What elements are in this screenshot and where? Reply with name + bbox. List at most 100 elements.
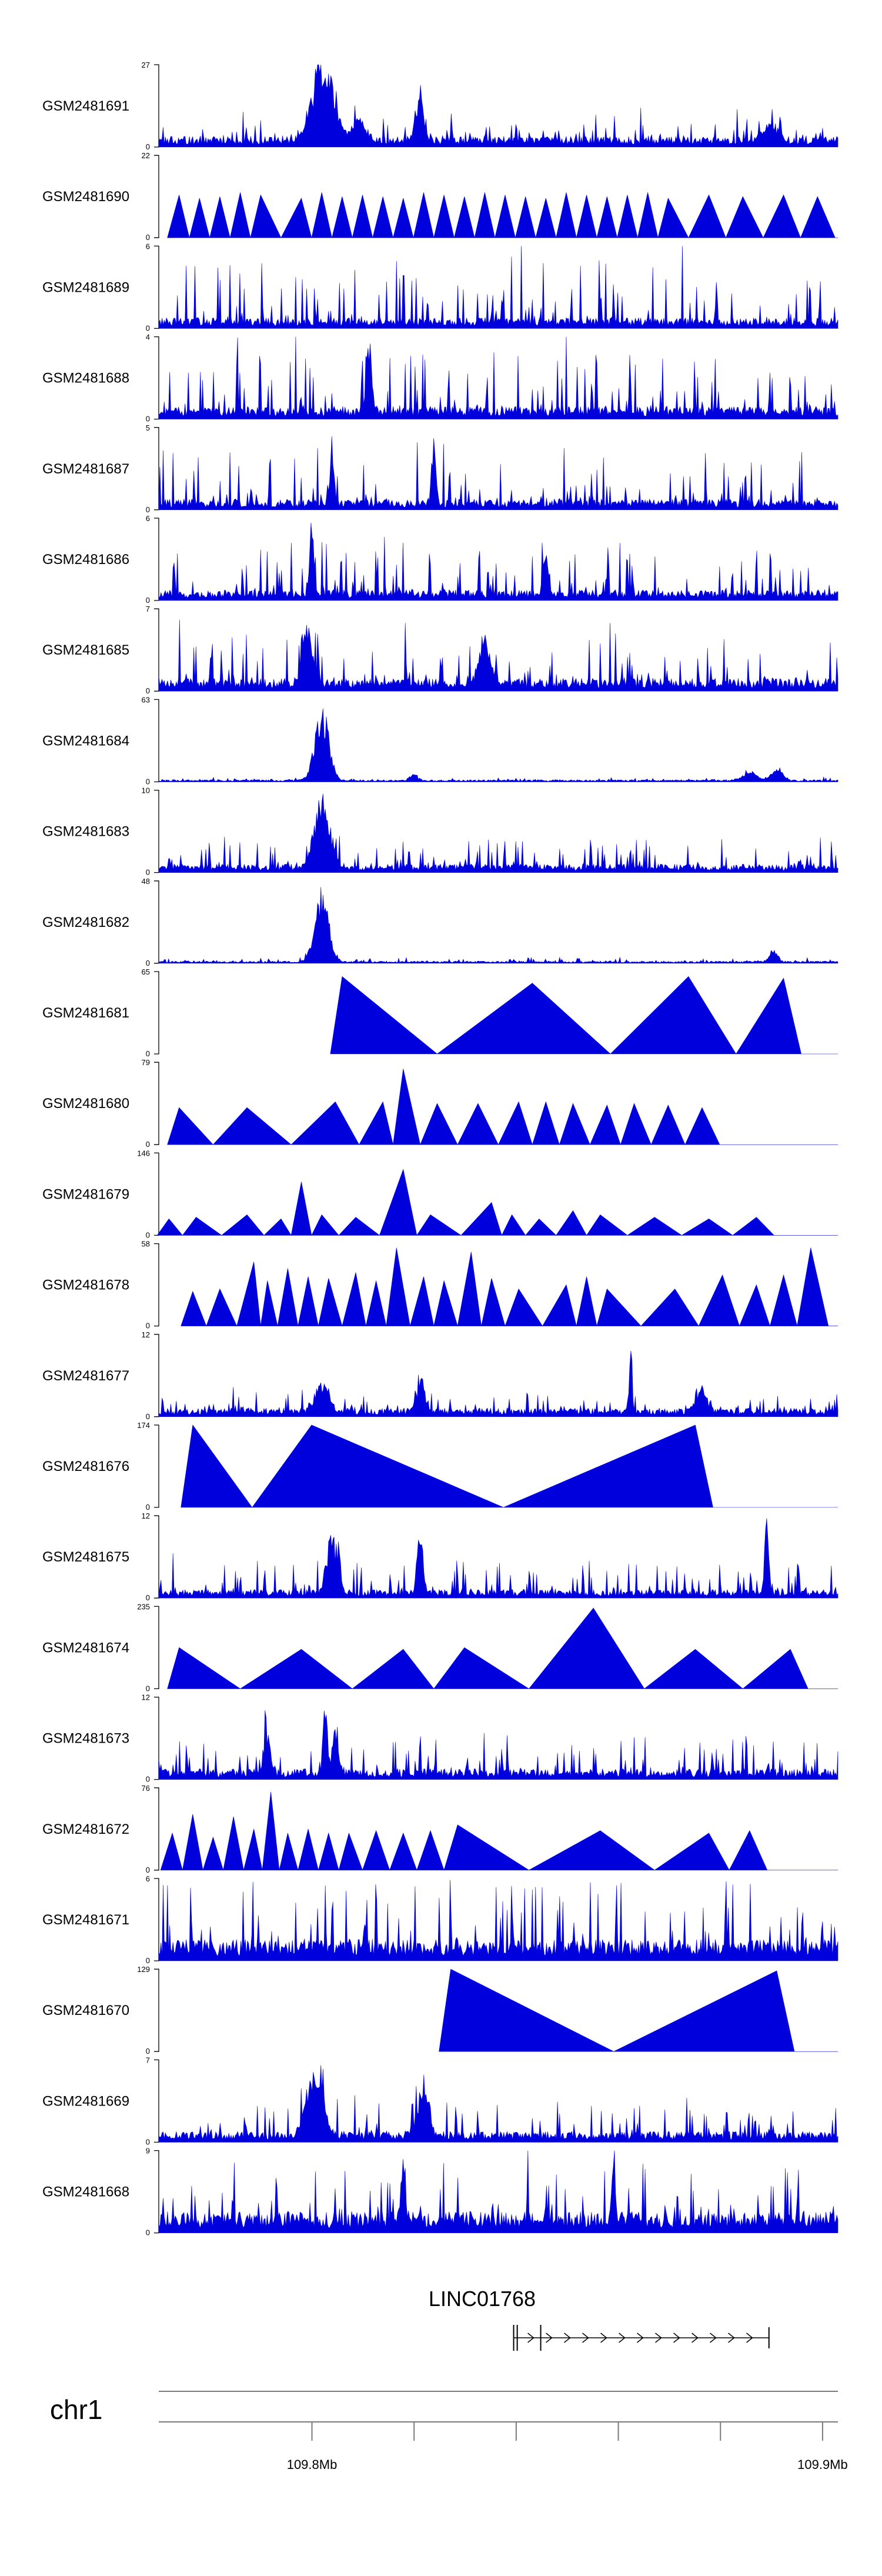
y-min-tick: 0: [146, 1866, 150, 1874]
coverage-area: [181, 1424, 838, 1508]
track-GSM2481672: GSM2481672 76 0: [42, 1784, 838, 1874]
track-GSM2481668: GSM2481668 9 0: [42, 2147, 838, 2237]
y-max-tick: 6: [146, 1874, 150, 1883]
track-GSM2481688: GSM2481688 4 0: [42, 333, 838, 423]
y-axis: [154, 336, 159, 420]
track-label: GSM2481685: [42, 642, 129, 658]
strand-arrow: [564, 2333, 571, 2343]
track-label: GSM2481671: [42, 1912, 129, 1928]
y-max-tick: 9: [146, 2147, 150, 2155]
track-GSM2481682: GSM2481682 48 0: [42, 877, 838, 967]
track-GSM2481673: GSM2481673 12 0: [42, 1693, 838, 1784]
y-max-tick: 235: [137, 1602, 150, 1611]
y-axis: [154, 971, 159, 1055]
y-max-tick: 10: [142, 786, 150, 795]
y-max-tick: 7: [146, 2056, 150, 2064]
coverage-area: [158, 522, 838, 601]
y-axis: [154, 155, 159, 238]
y-max-tick: 65: [142, 967, 150, 976]
y-axis: [154, 1334, 159, 1417]
track-label: GSM2481675: [42, 1549, 129, 1565]
coverage-tracks: GSM2481691270GSM2481690220GSM248168960GS…: [42, 61, 838, 2237]
track-GSM2481681: GSM2481681 65 0: [42, 967, 838, 1058]
y-max-tick: 48: [142, 877, 150, 886]
coverage-area: [439, 1968, 838, 2052]
y-min-tick: 0: [146, 323, 150, 332]
track-label: GSM2481680: [42, 1096, 129, 1112]
axis-tick-label: 109.9Mb: [797, 2457, 848, 2472]
y-axis: [154, 699, 159, 783]
y-min-tick: 0: [146, 505, 150, 514]
coverage-area: [158, 336, 838, 419]
y-min-tick: 0: [146, 2047, 150, 2056]
y-min-tick: 0: [146, 1684, 150, 1693]
gene-model: [513, 2325, 770, 2351]
y-axis: [154, 608, 159, 692]
track-label: GSM2481678: [42, 1277, 129, 1293]
track-label: GSM2481682: [42, 915, 129, 930]
strand-arrow: [728, 2333, 735, 2343]
track-GSM2481684: GSM2481684 63 0: [42, 695, 838, 786]
coverage-area: [330, 976, 838, 1055]
genome-axis: 109.8Mb 109.9Mb: [159, 2421, 848, 2472]
track-GSM2481676: GSM2481676 174 0: [42, 1421, 838, 1511]
y-max-tick: 6: [146, 514, 150, 523]
y-max-tick: 58: [142, 1240, 150, 1249]
track-GSM2481685: GSM2481685 7 0: [42, 605, 838, 695]
coverage-area: [167, 1607, 838, 1689]
y-axis: [154, 518, 159, 601]
y-axis: [154, 1606, 159, 1690]
y-min-tick: 0: [146, 233, 150, 242]
track-label: GSM2481676: [42, 1459, 129, 1474]
coverage-area: [167, 192, 838, 239]
strand-arrow: [582, 2333, 589, 2343]
track-label: GSM2481688: [42, 371, 129, 386]
strand-arrow: [673, 2333, 680, 2343]
track-label: GSM2481674: [42, 1640, 129, 1656]
track-GSM2481680: GSM2481680 79 0: [42, 1058, 838, 1149]
y-min-tick: 0: [146, 1775, 150, 1784]
y-min-tick: 0: [146, 1593, 150, 1602]
track-GSM2481689: GSM2481689 6 0: [42, 242, 838, 332]
track-label: GSM2481690: [42, 189, 129, 205]
y-min-tick: 0: [146, 142, 150, 151]
y-max-tick: 22: [142, 151, 150, 160]
coverage-area: [158, 793, 838, 873]
y-min-tick: 0: [146, 686, 150, 695]
track-label: GSM2481673: [42, 1731, 129, 1747]
strand-arrow: [637, 2333, 644, 2343]
axis-tick-label: 109.8Mb: [287, 2457, 338, 2472]
coverage-area: [181, 1247, 838, 1327]
strand-arrow: [655, 2333, 662, 2343]
y-min-tick: 0: [146, 1230, 150, 1239]
track-label: GSM2481689: [42, 279, 129, 295]
y-axis: [154, 1424, 159, 1508]
y-max-tick: 12: [142, 1330, 150, 1339]
coverage-area: [158, 2065, 838, 2143]
track-GSM2481691: GSM2481691 27 0: [42, 61, 838, 151]
y-min-tick: 0: [146, 1412, 150, 1421]
y-min-tick: 0: [146, 1322, 150, 1330]
y-max-tick: 129: [137, 1965, 150, 1974]
track-GSM2481687: GSM2481687 5 0: [42, 423, 838, 514]
y-axis: [154, 789, 159, 873]
y-axis: [154, 880, 159, 964]
y-axis: [154, 1243, 159, 1327]
y-min-tick: 0: [146, 2228, 150, 2237]
y-axis: [154, 1878, 159, 1961]
track-GSM2481670: GSM2481670 129 0: [42, 1965, 838, 2056]
y-min-tick: 0: [146, 2137, 150, 2146]
track-label: GSM2481669: [42, 2093, 129, 2109]
coverage-area: [158, 246, 838, 329]
track-label: GSM2481683: [42, 824, 129, 840]
y-axis: [154, 2059, 159, 2143]
gene-name-label: LINC01768: [429, 2287, 536, 2311]
strand-arrow: [746, 2333, 753, 2343]
track-GSM2481669: GSM2481669 7 0: [42, 2056, 838, 2146]
y-min-tick: 0: [146, 959, 150, 967]
track-GSM2481671: GSM2481671 6 0: [42, 1874, 838, 1965]
track-label: GSM2481677: [42, 1368, 129, 1384]
y-axis: [154, 64, 159, 148]
coverage-area: [158, 436, 838, 510]
track-GSM2481686: GSM2481686 6 0: [42, 514, 838, 605]
